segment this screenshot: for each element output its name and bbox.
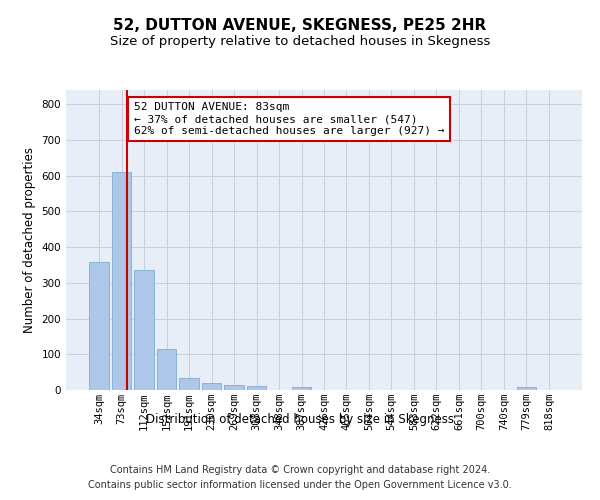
Bar xyxy=(517,387,536,390)
Bar xyxy=(247,386,266,390)
Bar xyxy=(134,270,154,390)
Bar xyxy=(157,350,176,390)
Text: Contains HM Land Registry data © Crown copyright and database right 2024.: Contains HM Land Registry data © Crown c… xyxy=(110,465,490,475)
Bar xyxy=(179,378,199,390)
Text: 52 DUTTON AVENUE: 83sqm
← 37% of detached houses are smaller (547)
62% of semi-d: 52 DUTTON AVENUE: 83sqm ← 37% of detache… xyxy=(134,102,445,136)
Bar xyxy=(89,262,109,390)
Y-axis label: Number of detached properties: Number of detached properties xyxy=(23,147,36,333)
Bar xyxy=(112,172,131,390)
Text: 52, DUTTON AVENUE, SKEGNESS, PE25 2HR: 52, DUTTON AVENUE, SKEGNESS, PE25 2HR xyxy=(113,18,487,32)
Text: Size of property relative to detached houses in Skegness: Size of property relative to detached ho… xyxy=(110,35,490,48)
Bar xyxy=(292,387,311,390)
Bar xyxy=(224,384,244,390)
Text: Contains public sector information licensed under the Open Government Licence v3: Contains public sector information licen… xyxy=(88,480,512,490)
Text: Distribution of detached houses by size in Skegness: Distribution of detached houses by size … xyxy=(146,412,454,426)
Bar xyxy=(202,383,221,390)
